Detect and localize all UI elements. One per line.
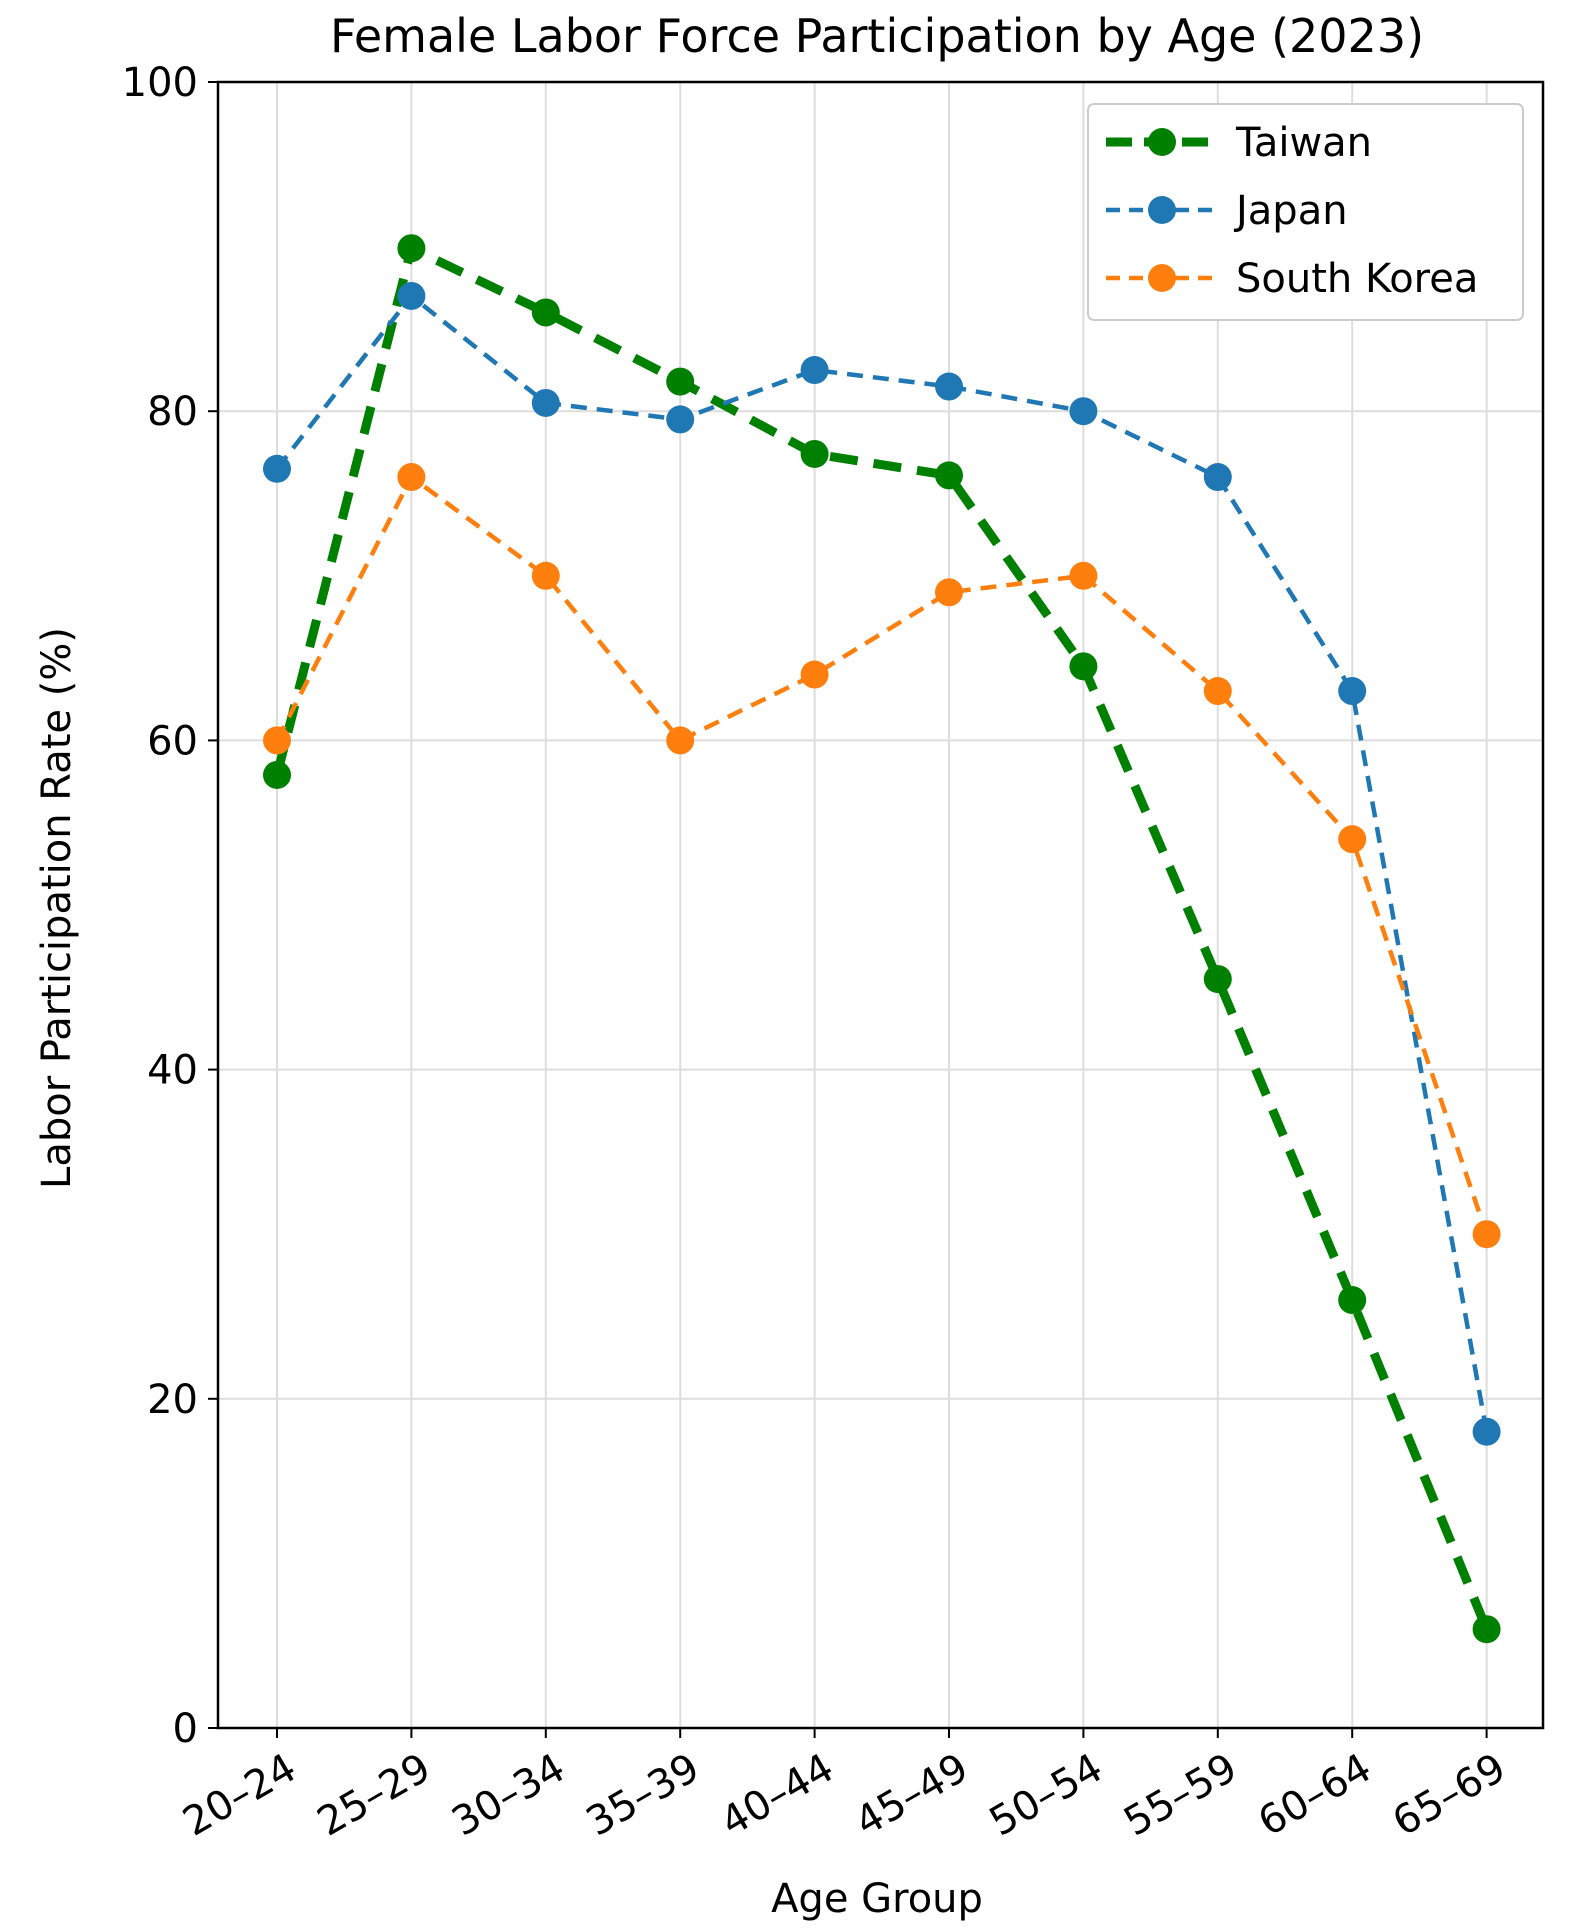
x-tick-label: 55–59 <box>1116 1745 1244 1846</box>
data-point <box>1472 1615 1501 1644</box>
data-point <box>531 561 560 590</box>
data-point <box>1069 397 1098 426</box>
legend-box <box>1087 103 1524 321</box>
data-point <box>1338 825 1367 854</box>
data-point <box>1203 965 1232 994</box>
legend-item: Taiwan <box>1106 120 1372 166</box>
axes: 0 20 40 60 80 100 20–24 25–29 30–34 35–39 40–44 45–… <box>122 60 1545 1846</box>
data-point <box>1472 1417 1501 1446</box>
legend-item: South Korea <box>1106 256 1478 302</box>
y-tick-label: 80 <box>147 389 198 435</box>
x-tick-label: 50–54 <box>982 1745 1110 1846</box>
data-point <box>263 760 291 789</box>
series-taiwan <box>263 234 1501 1644</box>
y-tick-label: 20 <box>147 1377 198 1423</box>
data-point <box>1338 677 1367 706</box>
series-line <box>272 243 1491 1631</box>
x-tick-label: 35–39 <box>579 1745 707 1846</box>
x-tick-label: 25–29 <box>310 1745 438 1846</box>
legend: Taiwan Japan South Korea <box>1087 103 1524 321</box>
x-tick-label: 30–34 <box>444 1745 572 1846</box>
data-point <box>800 356 829 385</box>
data-point <box>263 726 291 755</box>
legend-label: Taiwan <box>1235 120 1372 166</box>
data-point <box>1069 652 1098 681</box>
y-tick-label: 60 <box>147 718 198 764</box>
data-point <box>263 454 291 483</box>
series-japan <box>263 281 1501 1446</box>
y-tick-label: 40 <box>147 1048 198 1094</box>
legend-item: Japan <box>1106 188 1348 234</box>
legend-label: Japan <box>1233 188 1348 234</box>
y-tick-label: 0 <box>173 1706 198 1752</box>
series-line <box>275 293 1489 1433</box>
data-point <box>1069 561 1098 590</box>
data-point <box>1203 677 1232 706</box>
x-tick-label: 60–64 <box>1251 1745 1379 1846</box>
grid <box>218 81 1543 1729</box>
data-point <box>935 372 963 401</box>
x-tick-label: 40–44 <box>713 1745 841 1846</box>
series-south-korea <box>263 463 1501 1249</box>
x-axis-label: Age Group <box>771 1876 983 1922</box>
x-tick-label: 65–69 <box>1385 1745 1513 1846</box>
legend-marker <box>1148 196 1176 224</box>
legend-label: South Korea <box>1236 256 1478 302</box>
chart-title: Female Labor Force Participation by Age … <box>330 9 1424 63</box>
data-point <box>666 367 695 396</box>
data-point <box>397 281 426 310</box>
legend-marker <box>1148 264 1176 292</box>
data-point <box>1338 1286 1367 1315</box>
series-line <box>274 474 1489 1235</box>
data-point <box>531 388 560 417</box>
data-point <box>531 298 560 327</box>
data-point <box>935 578 963 607</box>
data-point <box>800 439 829 468</box>
data-point <box>666 405 695 434</box>
data-point <box>397 234 426 263</box>
x-tick-label: 45–49 <box>848 1745 976 1846</box>
data-point <box>397 463 426 492</box>
legend-marker <box>1148 128 1176 156</box>
data-point <box>800 660 829 689</box>
x-tick-label: 20–24 <box>176 1745 304 1846</box>
data-point <box>1472 1220 1501 1249</box>
y-axis-label: Labor Participation Rate (%) <box>34 627 80 1189</box>
series-layer <box>263 234 1501 1644</box>
data-point <box>935 461 963 490</box>
y-tick-label: 100 <box>122 60 198 106</box>
data-point <box>1203 463 1232 492</box>
axes-frame <box>216 80 1545 1730</box>
data-point <box>666 726 695 755</box>
